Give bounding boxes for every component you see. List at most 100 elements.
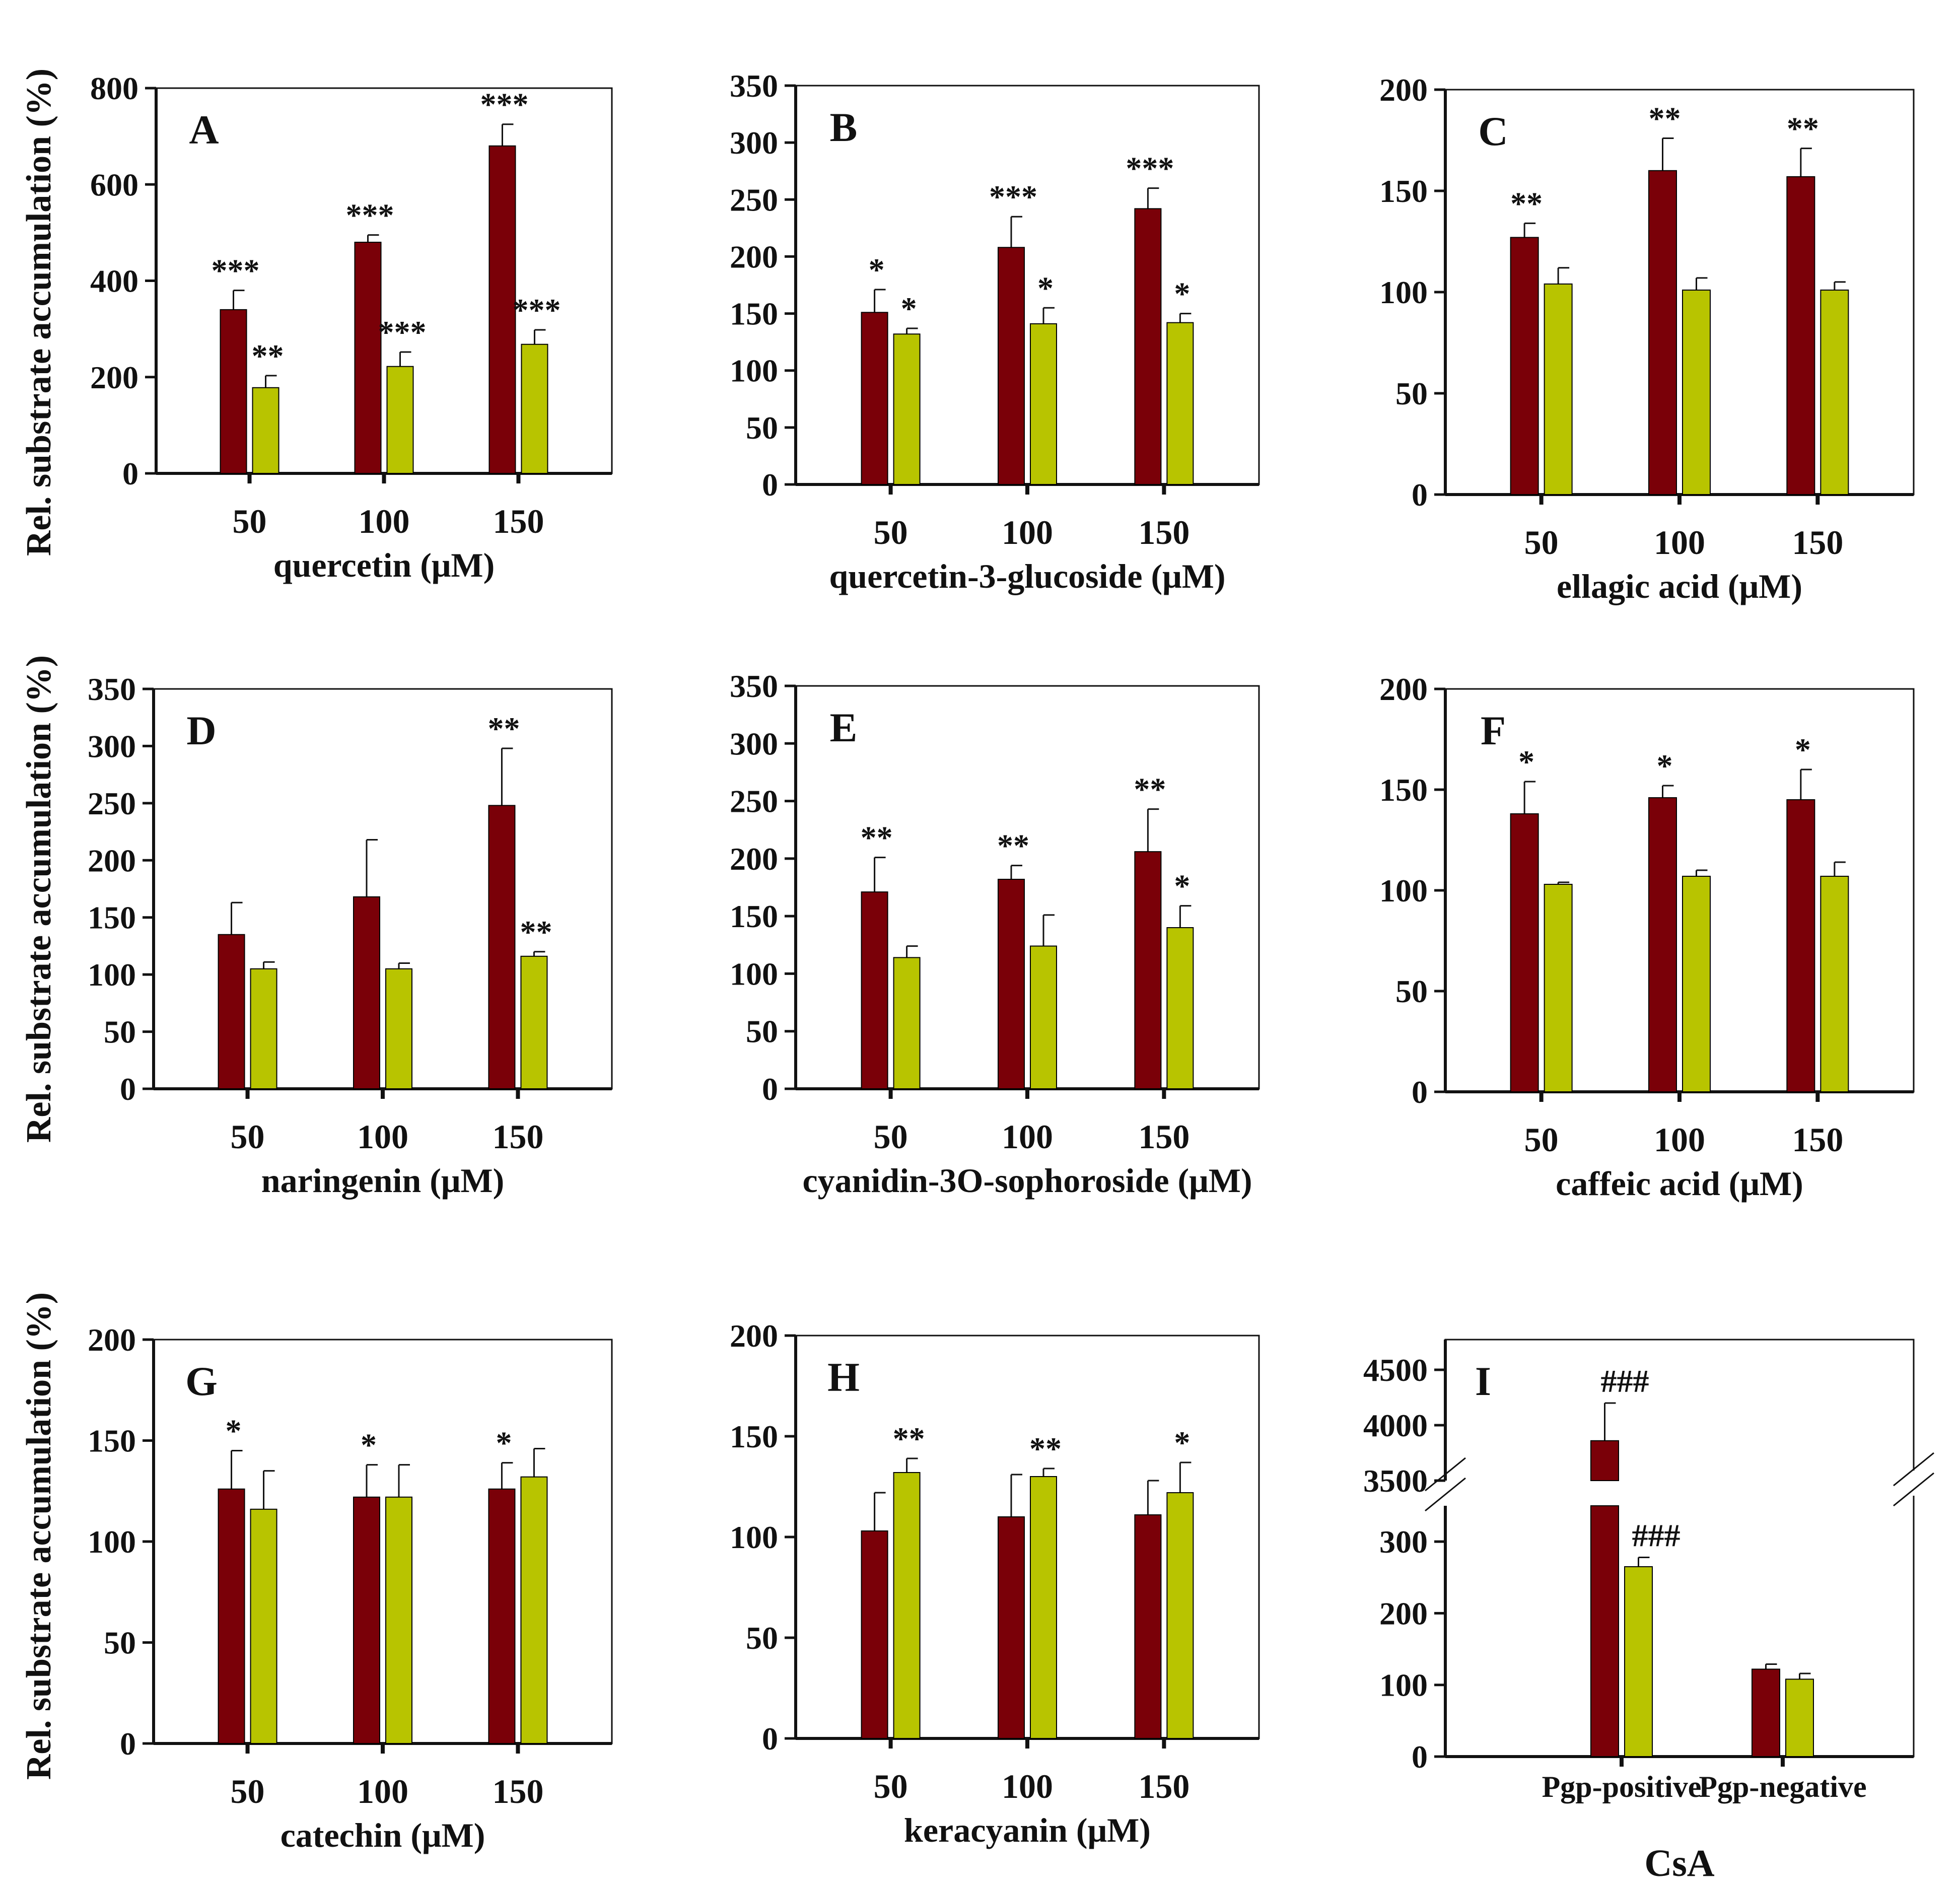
y-tick-label: 0	[1412, 477, 1428, 513]
y-axis-label-row-3: Rel. substrate accumulation (%)	[20, 1292, 58, 1780]
significance-label: **	[1510, 185, 1543, 221]
panel-label: G	[185, 1358, 218, 1404]
bar	[1624, 1566, 1653, 1757]
y-tick-label: 0	[120, 1071, 136, 1107]
bar	[998, 247, 1025, 485]
y-tick-label: 800	[90, 71, 138, 106]
y-tick-label: 200	[88, 843, 136, 878]
significance-label: **	[520, 914, 552, 950]
y-tick-label: 150	[88, 900, 136, 936]
significance-label: **	[1134, 772, 1166, 807]
y-tick-label: 4500	[1363, 1352, 1428, 1388]
y-tick-label: 100	[88, 1524, 136, 1560]
y-tick-label: 100	[88, 957, 136, 993]
significance-label: *	[1795, 732, 1811, 767]
bar	[893, 957, 921, 1090]
bar	[998, 1516, 1025, 1739]
y-tick-label: 4000	[1363, 1408, 1428, 1443]
y-tick-label: 150	[1379, 772, 1428, 808]
bar	[1785, 1679, 1814, 1758]
significance-label: ***	[512, 292, 561, 328]
panel-label: D	[186, 708, 216, 753]
bar	[861, 891, 888, 1089]
y-tick-label: 300	[1379, 1524, 1428, 1560]
bar	[250, 1508, 277, 1744]
significance-label: ***	[346, 197, 394, 233]
significance-label: *	[869, 252, 885, 288]
bar	[1166, 927, 1194, 1089]
panel-D: 0 50 100 150 200 250 300 350 50 100 150 ** ** Dnaring…	[88, 671, 613, 1200]
bar	[893, 333, 921, 485]
significance-label: *	[1518, 744, 1534, 780]
y-tick-label: 0	[762, 1721, 778, 1757]
y-tick-label: 0	[762, 1071, 778, 1107]
axis-break-mark	[1893, 1452, 1934, 1487]
significance-label: **	[861, 820, 893, 856]
y-tick-label: 0	[122, 456, 138, 492]
y-tick-label: 300	[88, 728, 136, 764]
panel-label: B	[830, 104, 858, 150]
bar	[385, 1496, 412, 1744]
y-tick-label: 200	[90, 360, 138, 395]
x-axis-label: CsA	[1644, 1842, 1714, 1884]
bar	[1510, 237, 1539, 495]
x-tick-label: 100	[1002, 1117, 1053, 1156]
y-tick-label: 200	[1379, 671, 1428, 707]
significance-label: ***	[1126, 151, 1174, 186]
bar	[1648, 170, 1677, 495]
y-tick-label: 0	[762, 467, 778, 503]
bar	[1648, 797, 1677, 1092]
x-tick-label: 100	[357, 1117, 408, 1156]
bar	[520, 1476, 548, 1744]
y-tick-label: 100	[730, 353, 778, 389]
significance-label: ***	[212, 253, 260, 289]
significance-label: *	[361, 1427, 377, 1463]
x-axis-label: catechin (μM)	[281, 1816, 485, 1854]
bar	[520, 955, 548, 1089]
x-tick-label: 100	[1002, 513, 1053, 551]
x-axis-label: ellagic acid (μM)	[1557, 567, 1802, 605]
y-tick-label: 200	[88, 1322, 136, 1358]
bar	[218, 1488, 245, 1744]
y-tick-label: 350	[88, 671, 136, 707]
bar	[220, 309, 247, 474]
bar	[521, 343, 548, 474]
y-tick-label: 3500	[1363, 1463, 1428, 1499]
axis-break-mark	[1425, 1457, 1466, 1492]
x-tick-label: 100	[1654, 1121, 1705, 1159]
y-tick-label: 250	[730, 182, 778, 218]
bar	[488, 145, 516, 474]
y-tick-label: 50	[746, 410, 778, 446]
significance-label: *	[496, 1425, 512, 1461]
panel-label: H	[827, 1354, 860, 1400]
y-tick-label: 0	[1412, 1074, 1428, 1110]
significance-label: *	[1174, 276, 1190, 312]
y-tick-label: 100	[1379, 274, 1428, 310]
y-tick-label: 50	[1395, 376, 1428, 411]
x-tick-label: 100	[1654, 523, 1705, 562]
x-axis-label: cyanidin-3O-sophoroside (μM)	[802, 1161, 1252, 1200]
y-tick-label: 350	[730, 668, 778, 704]
significance-label: ***	[989, 179, 1037, 215]
bar	[354, 242, 382, 474]
y-tick-label: 250	[730, 784, 778, 819]
significance-label: ###	[1632, 1517, 1681, 1553]
significance-label: **	[893, 1421, 925, 1456]
y-tick-label: 0	[120, 1726, 136, 1762]
bar	[1030, 1476, 1057, 1739]
significance-label: *	[901, 291, 917, 326]
x-tick-label: 50	[874, 513, 908, 551]
bar	[1134, 1514, 1162, 1739]
y-tick-label: 0	[1412, 1739, 1428, 1775]
significance-label: *	[1174, 1425, 1190, 1460]
bar	[861, 1530, 888, 1739]
x-tick-label: 100	[1002, 1767, 1053, 1805]
y-tick-label: 350	[730, 68, 778, 104]
y-tick-label: 200	[730, 239, 778, 274]
